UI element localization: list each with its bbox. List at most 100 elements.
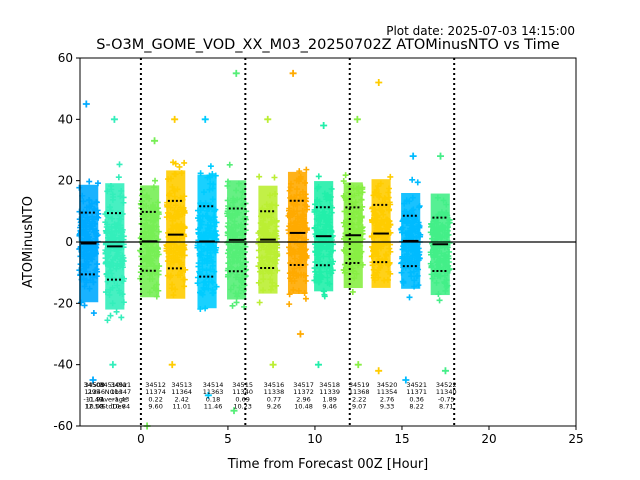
outlier-point xyxy=(204,391,212,399)
y-tick-label: 60 xyxy=(58,51,73,65)
stats-legend-stddev: StdDev xyxy=(102,403,126,411)
outlier-point xyxy=(314,361,322,369)
stats-header-std: 12.50 xyxy=(85,403,104,411)
stat-label-mean_label: 2.76 xyxy=(380,395,394,403)
scatter-group-34521 xyxy=(398,152,424,384)
x-axis-label: Time from Forecast 00Z [Hour] xyxy=(227,457,429,472)
y-tick-label: -20 xyxy=(53,296,73,310)
data-point xyxy=(321,291,328,298)
stat-label-nobs: 11371 xyxy=(406,388,427,396)
data-point xyxy=(229,302,236,309)
data-point xyxy=(116,161,123,168)
scatter-group-34509 xyxy=(76,100,102,384)
stat-label-mean_label: 0.36 xyxy=(409,395,423,403)
x-axis: 0 5 10 15 20 25 xyxy=(137,426,584,446)
data-point xyxy=(406,294,413,301)
plot-date: Plot date: 2025-07-03 14:15:00 xyxy=(386,24,575,38)
y-tick-label: 0 xyxy=(65,235,73,249)
outlier-point xyxy=(201,115,209,123)
outlier-point xyxy=(109,361,117,369)
data-point xyxy=(256,299,263,306)
data-point xyxy=(170,159,177,166)
forecast-vline-layer xyxy=(139,58,456,426)
y-tick-label: 20 xyxy=(58,174,73,188)
stat-label-mean_label: 2.96 xyxy=(296,395,310,403)
stat-label-std_label: 9.07 xyxy=(352,403,366,411)
data-point xyxy=(241,303,248,310)
data-point xyxy=(176,163,183,170)
data-point xyxy=(107,312,114,319)
stat-label-std_label: 8.22 xyxy=(409,403,423,411)
outlier-point xyxy=(402,376,410,384)
data-point xyxy=(315,173,322,180)
y-axis: -60 -40 -20 0 20 40 60 xyxy=(53,51,80,433)
outlier-point xyxy=(437,152,445,160)
data-point xyxy=(342,172,349,179)
scatter-group-34516 xyxy=(255,115,281,369)
outlier-point xyxy=(168,361,176,369)
stat-label-nobs: 11364 xyxy=(171,388,192,396)
data-point xyxy=(152,177,159,184)
data-point xyxy=(303,166,310,173)
stat-label-nobs: 11339 xyxy=(319,388,340,396)
data-point xyxy=(387,173,394,180)
stat-label-mean_label: -0.49 xyxy=(86,395,103,403)
stat-label-std_label: 9.26 xyxy=(267,403,281,411)
stat-label-mean_label: -0.75 xyxy=(438,395,455,403)
outlier-point xyxy=(269,361,277,369)
stat-marker-layer xyxy=(80,199,449,281)
data-point xyxy=(226,161,233,168)
y-axis-label: ATOMinusNTO xyxy=(21,196,36,288)
data-point xyxy=(286,301,293,308)
stat-label-std_label: 8.71 xyxy=(439,403,453,411)
outlier-point xyxy=(354,361,362,369)
stat-label-std_label: 10.23 xyxy=(233,403,252,411)
stat-label-mean_label: 0.69 xyxy=(235,395,249,403)
stat-label-nobs: 11372 xyxy=(293,388,314,396)
outlier-point xyxy=(110,115,118,123)
plot-area: 34508 295 -11.91 12.50 34510Nr NObs Aver… xyxy=(76,57,577,430)
stats-legend-nobs: NObs xyxy=(105,388,123,396)
stat-label-nobs: 11368 xyxy=(349,388,370,396)
stat-label-mean_label: -1.43 xyxy=(112,395,129,403)
data-point xyxy=(181,159,188,166)
stat-label-id: 34514 xyxy=(203,381,224,389)
outlier-point xyxy=(230,407,238,415)
stat-label-nobs: 11363 xyxy=(203,388,224,396)
stats-header-nobs: 295 xyxy=(88,388,100,396)
data-point xyxy=(414,179,421,186)
outlier-point xyxy=(232,69,240,77)
stat-label-mean_label: 1.89 xyxy=(322,395,336,403)
outlier-point xyxy=(320,121,328,129)
outlier-point xyxy=(375,367,383,375)
data-point xyxy=(409,176,416,183)
stats-label-layer: 34508 295 -11.91 12.50 34510Nr NObs Aver… xyxy=(83,381,456,411)
stat-label-nobs: 11354 xyxy=(377,388,398,396)
stat-label-mean_label: 2.42 xyxy=(174,395,188,403)
stat-label-id: 34512 xyxy=(145,381,166,389)
x-tick-label: 5 xyxy=(224,432,232,446)
data-point xyxy=(115,174,122,181)
stat-label-id: 34522 xyxy=(436,381,457,389)
data-point xyxy=(86,178,93,185)
stats-header-mean: -11.91 xyxy=(83,395,104,403)
stat-label-nobs: 11338 xyxy=(264,388,285,396)
stat-label-nobs: 11340 xyxy=(436,388,457,396)
data-point xyxy=(256,173,263,180)
y-tick-label: 40 xyxy=(58,112,73,126)
outlier-point xyxy=(289,69,297,77)
outlier-point xyxy=(89,376,97,384)
outlier-point xyxy=(264,115,272,123)
stat-label-mean_label: 0.18 xyxy=(206,395,220,403)
x-tick-label: 20 xyxy=(481,432,496,446)
stats-legend-id: 34510Nr xyxy=(99,381,128,389)
stat-label-nobs: 11340 xyxy=(232,388,253,396)
stat-label-std_label: 9.60 xyxy=(148,403,162,411)
chart-title: S-O3M_GOME_VOD_XX_M03_20250702Z ATOMinus… xyxy=(96,37,560,53)
outlier-point xyxy=(171,115,179,123)
outlier-point xyxy=(82,100,90,108)
stat-label-id: 34509 xyxy=(84,381,105,389)
outlier-point xyxy=(151,137,159,145)
data-point xyxy=(118,314,125,321)
